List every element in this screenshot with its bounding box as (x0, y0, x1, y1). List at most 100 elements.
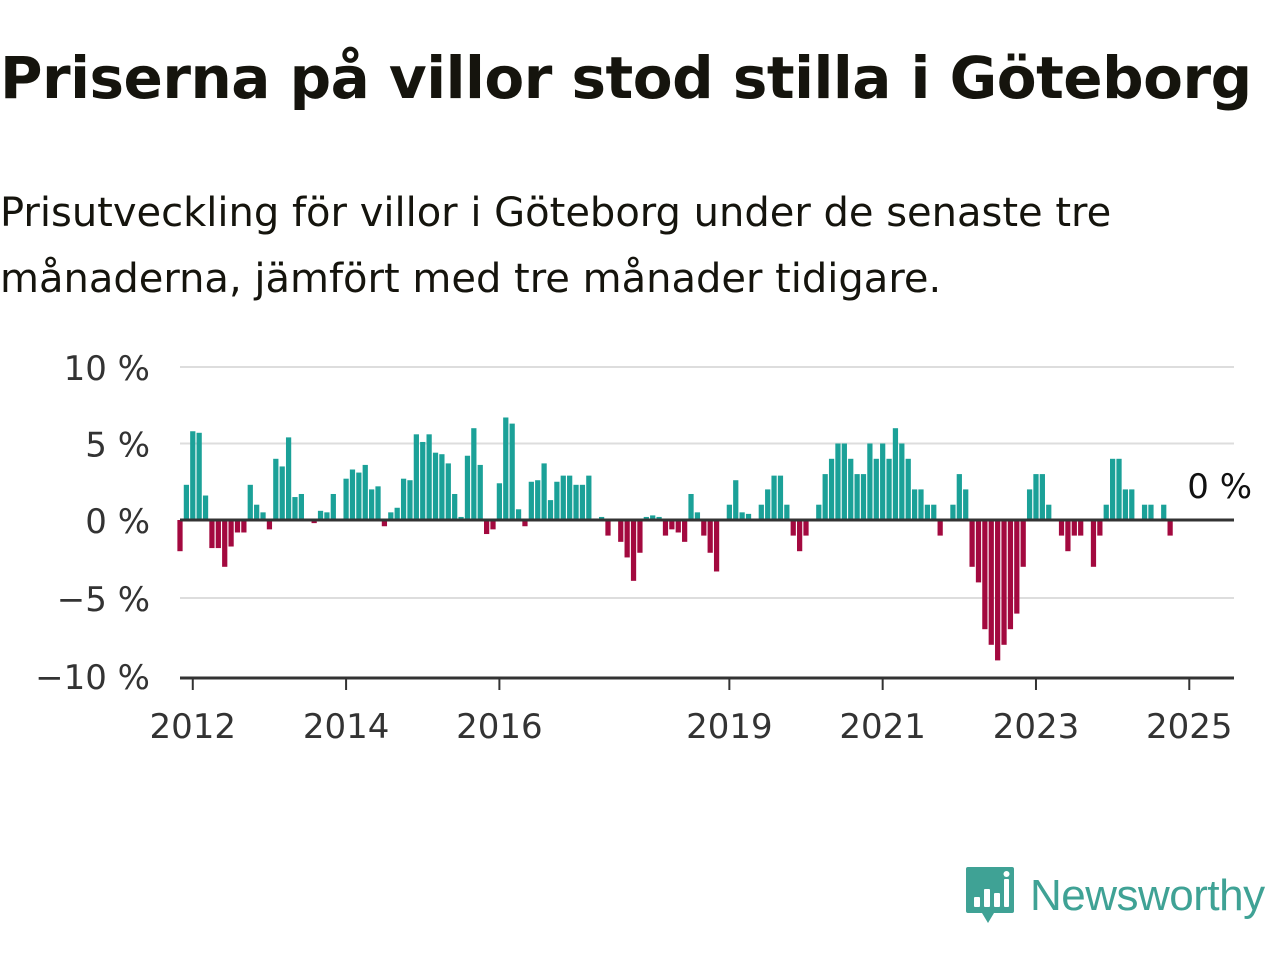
bar (356, 472, 362, 520)
bar (560, 475, 566, 520)
bar (867, 443, 873, 520)
bar (797, 520, 803, 552)
bar (528, 481, 534, 520)
bar (1148, 504, 1154, 520)
bar (860, 474, 867, 520)
bar (177, 520, 183, 552)
bar (1065, 520, 1071, 552)
bar (726, 504, 732, 520)
bar (982, 520, 988, 630)
bar (1078, 520, 1084, 536)
bar (458, 516, 464, 520)
bar (911, 489, 918, 520)
bar (745, 513, 752, 520)
bar (573, 484, 579, 520)
bar (950, 504, 956, 520)
bar (886, 458, 892, 520)
bar (388, 512, 394, 520)
bar (554, 481, 560, 520)
bar (1039, 474, 1045, 520)
bar (841, 443, 847, 520)
bar (656, 516, 662, 520)
bar (515, 509, 522, 520)
bar (1071, 520, 1077, 536)
bar (471, 428, 477, 520)
grid-lines (180, 366, 1234, 599)
bar (931, 504, 937, 520)
bar (202, 495, 209, 520)
bar (260, 512, 266, 520)
bar (375, 486, 381, 520)
bar-series (177, 417, 1173, 661)
bar (630, 520, 637, 581)
bar (701, 520, 707, 536)
bar-chart: 10 % 5 % 0 % −5 % −10 %2012 2014 2016 2019 2021 2… (35, 349, 1252, 747)
bar (1141, 504, 1148, 520)
bar (215, 520, 221, 549)
y-tick-label: 5 % (85, 426, 150, 466)
bar (822, 474, 828, 520)
bar (464, 455, 471, 520)
bar (273, 458, 279, 520)
y-tick-label: −10 % (35, 658, 150, 698)
bar (349, 469, 356, 520)
bar (848, 458, 854, 520)
bar (1033, 474, 1039, 520)
bar (880, 443, 886, 520)
bar (956, 474, 962, 520)
bar (937, 520, 943, 536)
bar (1007, 520, 1014, 630)
bar (899, 443, 905, 520)
y-tick-label: −5 % (57, 580, 150, 620)
bar (675, 520, 681, 533)
bar (228, 520, 234, 547)
bar (1161, 504, 1167, 520)
bar (509, 423, 515, 520)
bar (484, 520, 490, 535)
newsworthy-logo[interactable]: Newsworthy (964, 864, 1265, 928)
bar (771, 475, 777, 520)
bar (790, 520, 796, 536)
brand-name: Newsworthy (1030, 871, 1265, 920)
bar (816, 504, 822, 520)
bar (618, 520, 624, 542)
bar (234, 520, 241, 533)
bar (324, 512, 330, 520)
bar (413, 434, 419, 520)
bar (1129, 489, 1135, 520)
bar (426, 434, 432, 520)
bar (828, 458, 835, 520)
bar (503, 417, 509, 520)
bar (1058, 520, 1065, 536)
bar (995, 520, 1001, 661)
bar (369, 489, 375, 520)
x-tick-label: 2012 (150, 707, 237, 747)
bar (381, 520, 388, 527)
bar (1046, 504, 1052, 520)
bar (279, 466, 285, 520)
bar (803, 520, 809, 536)
bar (682, 520, 688, 542)
bar (1116, 458, 1122, 520)
bar (311, 520, 317, 524)
bar (688, 493, 694, 520)
bar (490, 520, 496, 530)
bar (1103, 504, 1109, 520)
page-title: Priserna på villor stod stilla i Götebor… (0, 44, 1252, 112)
bar (969, 520, 975, 567)
bar (567, 475, 573, 520)
bar (892, 428, 899, 520)
bar (394, 507, 400, 520)
bar (733, 480, 739, 520)
bar (643, 516, 649, 520)
bar (975, 520, 982, 583)
bar (905, 458, 911, 520)
bar (420, 441, 426, 520)
bar (988, 520, 994, 645)
bar (407, 480, 413, 520)
bar (924, 504, 930, 520)
bar (439, 454, 445, 520)
bar (1001, 520, 1007, 645)
bar (713, 520, 720, 572)
